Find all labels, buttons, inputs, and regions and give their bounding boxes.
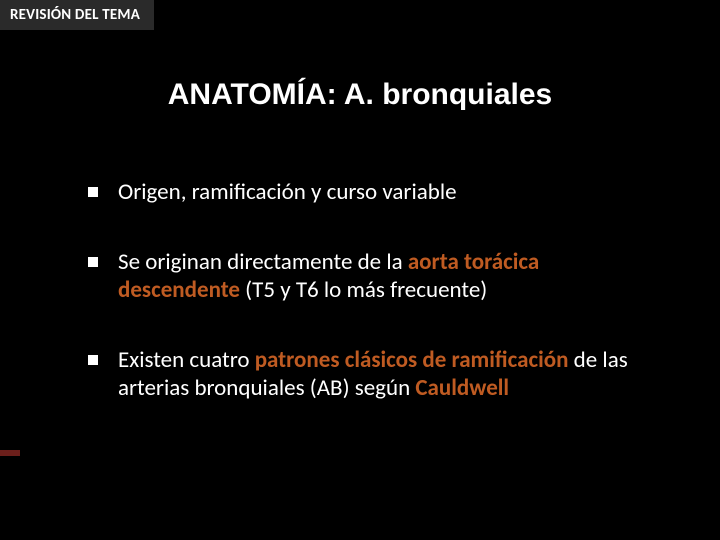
body-text: (T5 y T6 lo más frecuente) — [240, 276, 487, 304]
bullet-item: Origen, ramificación y curso variable — [88, 178, 660, 206]
accent-bar — [0, 450, 20, 456]
body-text: Existen cuatro — [118, 346, 255, 374]
body-text: Se originan directamente de la — [118, 248, 408, 276]
bullet-item: Existen cuatro patrones clásicos de rami… — [88, 346, 660, 402]
slide-title: ANATOMÍA: A. bronquiales — [0, 78, 720, 112]
bullet-item: Se originan directamente de la aorta tor… — [88, 248, 660, 304]
header-tab-label: REVISIÓN DEL TEMA — [10, 6, 140, 24]
emphasis-text: patrones clásicos de ramificación — [255, 346, 569, 374]
bullet-list: Origen, ramificación y curso variable Se … — [88, 178, 660, 444]
header-tab: REVISIÓN DEL TEMA — [0, 0, 154, 30]
emphasis-text: Cauldwell — [415, 374, 509, 402]
body-text: Origen, ramificación y curso variable — [118, 178, 457, 206]
